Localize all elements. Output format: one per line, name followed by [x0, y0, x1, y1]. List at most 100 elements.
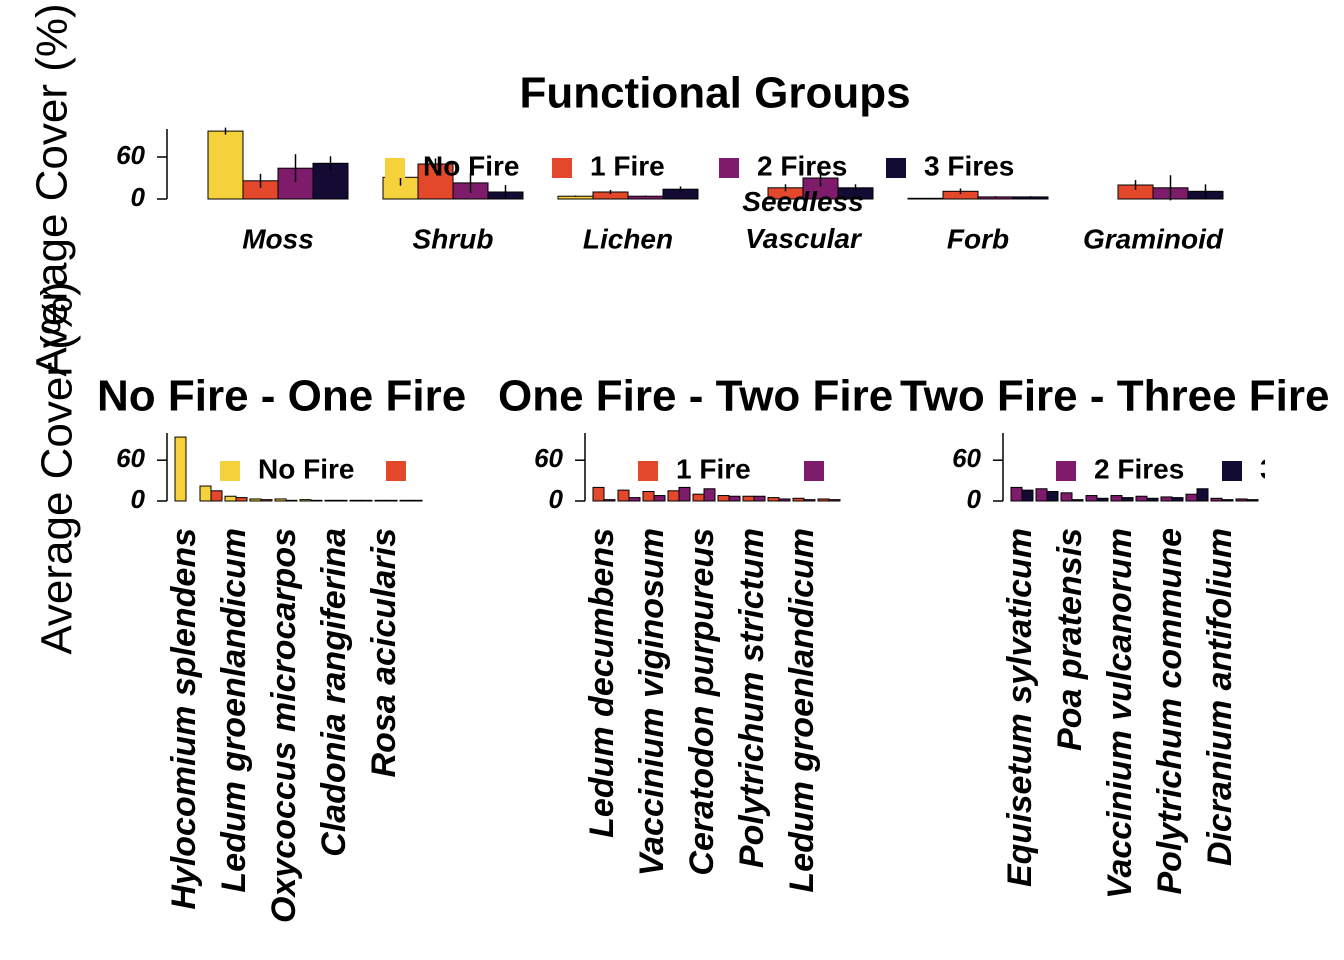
x-tick-label: Graminoid [1083, 223, 1224, 254]
x-tick-label: Ledum decumbens [583, 528, 621, 838]
bar [728, 495, 741, 502]
x-tick-label: Hylocomium splendens [165, 528, 203, 910]
x-tick-label: Ceratodon purpureus [683, 528, 721, 876]
bar [174, 436, 187, 502]
bar [617, 489, 630, 502]
chart-title: Functional Groups [519, 69, 910, 118]
y-axis-label: Average Cover (%) [33, 281, 82, 654]
legend-swatch [638, 461, 658, 481]
x-tick-label: Equisetum sylvaticum [1001, 528, 1039, 887]
bar [199, 485, 212, 502]
y-tick-label: 60 [534, 443, 563, 473]
legend: No Fire 1 Fire 2 Fires 3 Fires [385, 150, 1014, 181]
chart-title: Two Fire - Three Fire [900, 372, 1329, 421]
legend-swatch [804, 461, 824, 481]
bar [767, 497, 780, 502]
legend-swatch [385, 158, 405, 178]
bar [385, 499, 398, 502]
legend-swatch [386, 461, 406, 481]
bar [1121, 497, 1134, 502]
bar [207, 130, 244, 200]
bar [235, 497, 248, 502]
bar [1071, 499, 1084, 502]
y-tick-label: 0 [131, 484, 146, 514]
legend-label: 1 Fire [676, 453, 751, 484]
bar [210, 490, 223, 502]
legend-swatch [1056, 461, 1076, 481]
x-tick-label: Cladonia rangiferina [315, 528, 353, 857]
legend-label: No Fire [258, 453, 354, 484]
x-tick-label: Vaccinium vulcanorum [1101, 528, 1139, 899]
x-tick-label: Dicranium antifolium [1201, 528, 1239, 866]
bar [717, 495, 730, 502]
legend: No Fire 1 Fire [220, 453, 499, 484]
bar [1110, 495, 1123, 502]
bar [1021, 489, 1034, 502]
legend-label: No Fire [423, 150, 519, 181]
y-tick-label: 60 [116, 443, 145, 473]
legend-swatch [719, 158, 739, 178]
x-tick-label: Rosa acicularis [365, 528, 403, 777]
bar [592, 486, 605, 502]
y-tick-label: 0 [549, 484, 564, 514]
legend-label: 1 Fire [424, 453, 499, 484]
bar [1096, 497, 1109, 502]
bar [742, 495, 755, 502]
bar [299, 499, 312, 502]
y-tick-label: 60 [116, 140, 145, 170]
x-tick-label: Polytrichum commune [1151, 528, 1189, 895]
bar [1171, 497, 1184, 502]
bar [335, 499, 348, 502]
bar [399, 499, 412, 502]
x-tick-label: Shrub [413, 223, 494, 254]
x-tick-label: Forb [947, 223, 1009, 254]
bar [1235, 498, 1248, 502]
bar [310, 499, 323, 502]
legend: 1 Fire 2 Fires [638, 453, 932, 484]
legend: 2 Fires 3 Fires [1056, 453, 1265, 484]
x-tick-label: Polytrichum strictum [733, 528, 771, 868]
legend-label: 2 Fires [842, 453, 932, 484]
bar [803, 499, 816, 502]
x-tick-label: Moss [242, 223, 314, 254]
bar [642, 490, 655, 502]
bar [274, 498, 287, 502]
bar [628, 497, 641, 502]
y-tick-label: 60 [952, 443, 981, 473]
bar [1146, 497, 1159, 502]
bar [1160, 496, 1173, 502]
x-tick-label: Ledum groenlandicum [783, 528, 821, 893]
legend-label: 1 Fire [590, 150, 665, 181]
x-tick-label: Lichen [583, 223, 673, 254]
bar [1246, 499, 1259, 502]
bar [224, 495, 237, 502]
bar [667, 490, 680, 502]
chart-title: One Fire - Two Fire [498, 372, 893, 421]
bar [1221, 499, 1234, 502]
bar [1210, 497, 1223, 502]
bar [603, 499, 616, 502]
bar [260, 499, 273, 502]
legend-swatch [552, 158, 572, 178]
bar [374, 499, 387, 502]
bar [1196, 488, 1209, 502]
y-tick-label: 0 [967, 484, 982, 514]
bar [1060, 492, 1073, 502]
bar [1010, 486, 1023, 502]
x-tick-label: Vaccinium viginosum [633, 528, 671, 876]
bar [653, 495, 666, 502]
bar [778, 498, 791, 502]
bar [1085, 495, 1098, 502]
bar [703, 488, 716, 502]
legend-label: 3 Fires [924, 150, 1014, 181]
bar [285, 499, 298, 502]
bar [249, 498, 262, 502]
bar [792, 497, 805, 502]
bar [1046, 490, 1059, 502]
legend-swatch [1222, 461, 1242, 481]
bar [817, 498, 830, 502]
x-tick-label: Oxycoccus microcarpos [265, 528, 303, 923]
bar [692, 493, 705, 502]
y-axis-label: Average Cover (%) [28, 3, 77, 376]
